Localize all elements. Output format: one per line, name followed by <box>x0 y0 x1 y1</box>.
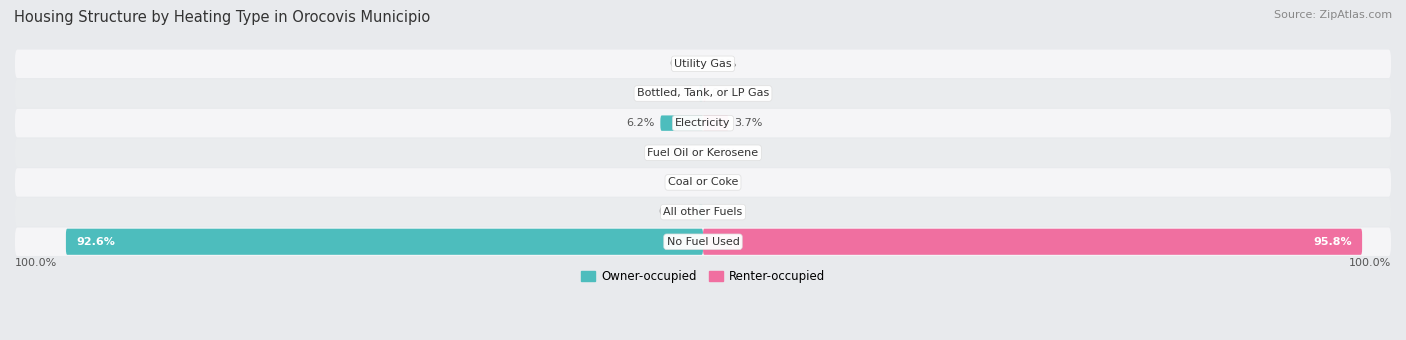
FancyBboxPatch shape <box>15 109 1391 137</box>
Text: All other Fuels: All other Fuels <box>664 207 742 217</box>
FancyBboxPatch shape <box>15 198 1391 226</box>
Text: 0.0%: 0.0% <box>709 207 737 217</box>
FancyBboxPatch shape <box>15 50 1391 78</box>
FancyBboxPatch shape <box>703 229 1362 255</box>
Text: 0.0%: 0.0% <box>669 177 697 187</box>
Text: 100.0%: 100.0% <box>15 258 58 268</box>
FancyBboxPatch shape <box>699 204 703 220</box>
Text: 0.65%: 0.65% <box>658 207 693 217</box>
Text: Housing Structure by Heating Type in Orocovis Municipio: Housing Structure by Heating Type in Oro… <box>14 10 430 25</box>
FancyBboxPatch shape <box>661 115 703 131</box>
Text: 0.0%: 0.0% <box>709 59 737 69</box>
FancyBboxPatch shape <box>699 86 703 101</box>
Text: 3.7%: 3.7% <box>734 118 762 128</box>
Text: 95.8%: 95.8% <box>1313 237 1351 247</box>
Text: Electricity: Electricity <box>675 118 731 128</box>
Text: No Fuel Used: No Fuel Used <box>666 237 740 247</box>
Text: 0.46%: 0.46% <box>711 88 747 99</box>
Text: 0.0%: 0.0% <box>669 148 697 158</box>
Text: 0.0%: 0.0% <box>709 148 737 158</box>
Legend: Owner-occupied, Renter-occupied: Owner-occupied, Renter-occupied <box>576 266 830 288</box>
Text: 92.6%: 92.6% <box>76 237 115 247</box>
Text: 0.61%: 0.61% <box>658 88 693 99</box>
Text: Source: ZipAtlas.com: Source: ZipAtlas.com <box>1274 10 1392 20</box>
Text: 0.0%: 0.0% <box>669 59 697 69</box>
Text: Coal or Coke: Coal or Coke <box>668 177 738 187</box>
FancyBboxPatch shape <box>703 115 728 131</box>
Text: 6.2%: 6.2% <box>627 118 655 128</box>
Text: 100.0%: 100.0% <box>1348 258 1391 268</box>
FancyBboxPatch shape <box>15 79 1391 108</box>
FancyBboxPatch shape <box>66 229 703 255</box>
Text: Fuel Oil or Kerosene: Fuel Oil or Kerosene <box>647 148 759 158</box>
Text: Bottled, Tank, or LP Gas: Bottled, Tank, or LP Gas <box>637 88 769 99</box>
Text: 0.0%: 0.0% <box>709 177 737 187</box>
Text: Utility Gas: Utility Gas <box>675 59 731 69</box>
FancyBboxPatch shape <box>15 227 1391 256</box>
FancyBboxPatch shape <box>15 168 1391 197</box>
FancyBboxPatch shape <box>703 86 706 101</box>
FancyBboxPatch shape <box>15 139 1391 167</box>
